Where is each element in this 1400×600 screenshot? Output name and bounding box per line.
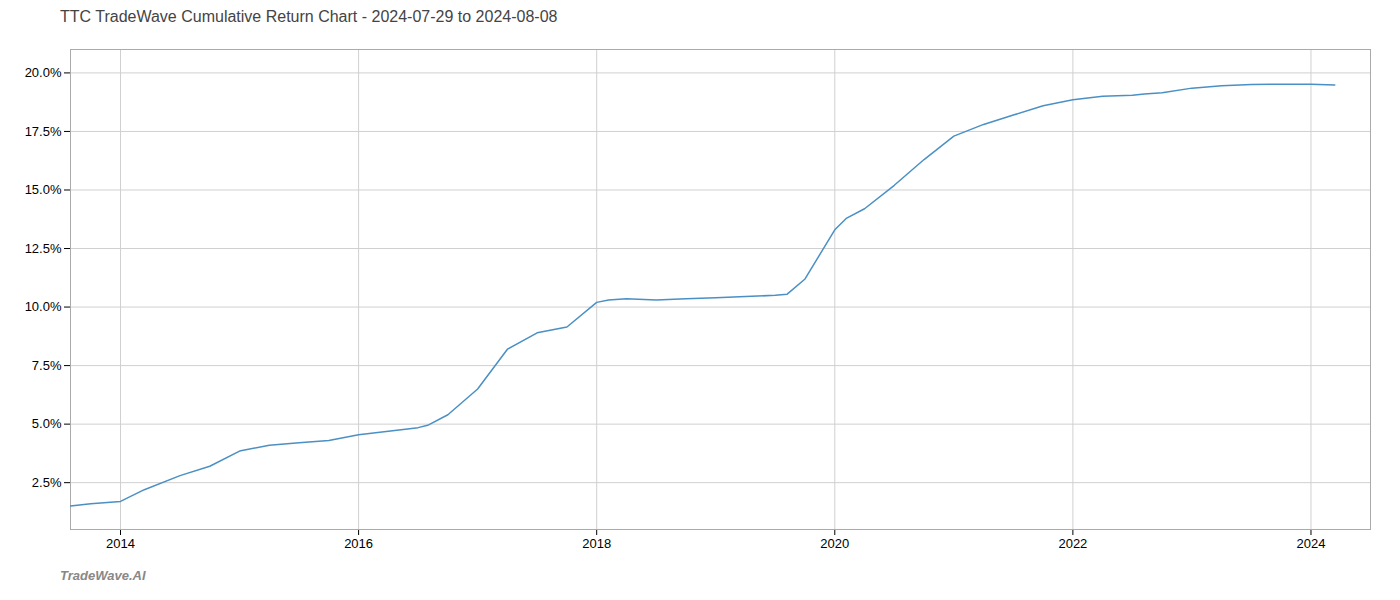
svg-text:2018: 2018 — [582, 536, 611, 551]
svg-text:2014: 2014 — [106, 536, 135, 551]
svg-text:2.5%: 2.5% — [32, 475, 62, 490]
svg-text:12.5%: 12.5% — [25, 241, 62, 256]
svg-text:2016: 2016 — [344, 536, 373, 551]
svg-text:7.5%: 7.5% — [32, 358, 62, 373]
svg-text:2020: 2020 — [820, 536, 849, 551]
svg-text:20.0%: 20.0% — [25, 65, 62, 80]
svg-text:5.0%: 5.0% — [32, 416, 62, 431]
html-text:TTC TradeWave Cumulative Retur: TTC TradeWave Cumulative Return Chart - … — [60, 8, 558, 25]
svg-text:2024: 2024 — [1297, 536, 1326, 551]
html-text:TradeWave.AI: TradeWave.AI — [60, 568, 146, 583]
svg-text:17.5%: 17.5% — [25, 124, 62, 139]
svg-text:10.0%: 10.0% — [25, 299, 62, 314]
svg-text:15.0%: 15.0% — [25, 182, 62, 197]
svg-text:2022: 2022 — [1058, 536, 1087, 551]
